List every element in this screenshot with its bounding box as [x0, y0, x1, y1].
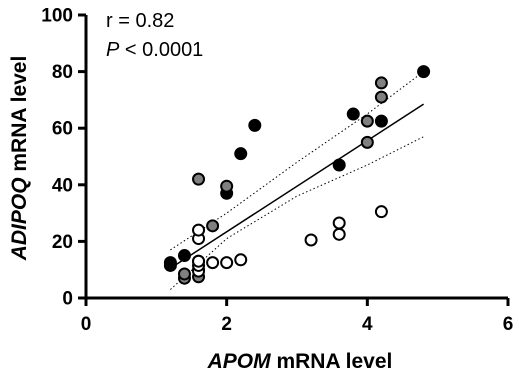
data-point-black: [374, 114, 388, 128]
y-tick-label: 0: [62, 289, 73, 310]
y-axis-title-gene: ADIPOQ: [8, 177, 31, 261]
y-tick-label: 60: [52, 119, 73, 140]
data-point-gray: [374, 90, 388, 104]
y-tick-label: 20: [52, 232, 73, 253]
x-axis-ticks: 0 2 4 6: [81, 298, 514, 335]
confidence-band: [170, 71, 424, 290]
x-tick-label: 6: [503, 314, 514, 335]
regression-line: [169, 103, 425, 269]
data-point-open: [304, 233, 318, 247]
y-axis-ticks: 0 20 40 60 80 100: [41, 6, 86, 310]
y-tick-label: 80: [52, 62, 73, 83]
y-tick-label: 40: [52, 175, 73, 196]
data-point-gray: [206, 219, 220, 233]
regression-line-group: [169, 103, 425, 269]
data-point-gray: [374, 76, 388, 90]
data-point-gray: [360, 135, 374, 149]
data-point-open: [374, 205, 388, 219]
data-point-open: [234, 253, 248, 267]
x-axis-title-rest: mRNA level: [271, 350, 393, 373]
data-point-black: [248, 118, 262, 132]
data-point-gray: [192, 172, 206, 186]
data-point-black: [177, 249, 191, 263]
p-value-symbol: P: [106, 39, 120, 61]
data-points: [163, 65, 431, 285]
correlation-label: r = 0.82: [106, 10, 174, 32]
data-point-open: [332, 216, 346, 230]
data-point-gray: [220, 179, 234, 193]
x-tick-label: 2: [221, 314, 232, 335]
data-point-open: [332, 227, 346, 241]
data-point-open: [192, 254, 206, 268]
data-point-gray: [360, 114, 374, 128]
p-value-text: < 0.0001: [119, 39, 203, 61]
data-point-black: [346, 107, 360, 121]
data-point-open: [206, 256, 220, 270]
x-tick-label: 4: [362, 314, 373, 335]
data-point-black: [417, 65, 431, 79]
y-axis-title-rest: mRNA level: [8, 56, 31, 178]
x-axis-title: APOM mRNA level: [207, 350, 393, 373]
data-point-black: [234, 147, 248, 161]
data-point-open: [192, 223, 206, 237]
data-point-black: [332, 158, 346, 172]
y-tick-label: 100: [41, 6, 73, 27]
y-axis-title: ADIPOQ mRNA level: [8, 56, 31, 262]
p-value-label: P < 0.0001: [106, 39, 203, 61]
data-point-gray: [177, 267, 191, 281]
data-point-open: [220, 256, 234, 270]
x-axis-title-gene: APOM: [207, 350, 272, 373]
data-point-black: [163, 256, 177, 270]
x-tick-label: 0: [81, 314, 92, 335]
